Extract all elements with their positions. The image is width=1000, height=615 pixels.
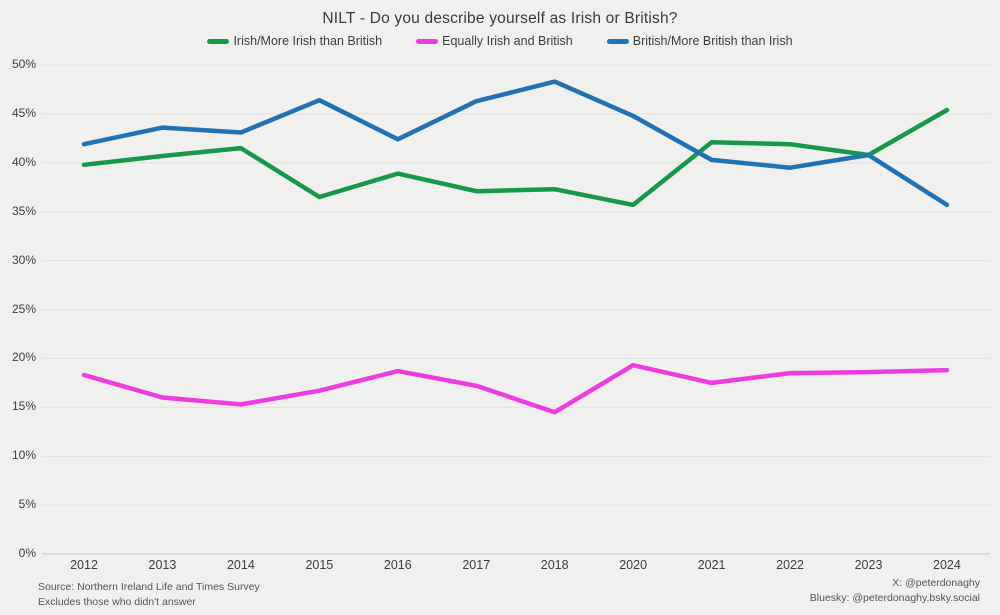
series-line-1: [81, 362, 950, 415]
x-axis-label: 2015: [305, 558, 334, 572]
y-axis-label: 25%: [11, 301, 36, 316]
legend-label: Irish/More Irish than British: [233, 34, 383, 48]
legend-item-0: Irish/More Irish than British: [207, 34, 382, 48]
x-axis-label: 2013: [148, 558, 177, 572]
x-axis-label: 2018: [540, 558, 569, 572]
legend-item-1: Equally Irish and British: [416, 34, 573, 48]
x-axis-label: 2014: [226, 558, 255, 572]
x-axis-label: 2020: [619, 558, 648, 572]
bluesky-handle: Bluesky: @peterdonaghy.bsky.social: [809, 592, 980, 604]
source-note: Source: Northern Ireland Life and Times …: [38, 580, 260, 610]
y-axis-label: 0%: [18, 546, 36, 560]
source-line: Source: Northern Ireland Life and Times …: [38, 581, 260, 593]
y-axis-label: 20%: [11, 350, 36, 365]
y-axis-label: 15%: [11, 399, 36, 414]
y-axis-label: 40%: [11, 154, 36, 169]
y-axis-label: 10%: [11, 448, 36, 463]
legend-label: Equally Irish and British: [442, 34, 573, 48]
x-handle: X: @peterdonaghy: [892, 577, 980, 589]
exclusion-note: Excludes those who didn't answer: [38, 596, 196, 608]
legend-item-2: British/More British than Irish: [606, 34, 793, 48]
x-axis-label: 2016: [383, 558, 412, 572]
x-axis-label: 2012: [70, 558, 98, 572]
legend-label: British/More British than Irish: [632, 34, 793, 48]
legend-swatch-icon: [207, 38, 230, 44]
series-line-2: [81, 79, 950, 208]
x-axis-label: 2023: [854, 558, 883, 572]
chart-title: NILT - Do you describe yourself as Irish…: [322, 10, 678, 27]
series-line-0: [81, 107, 950, 208]
y-axis-label: 5%: [18, 497, 36, 512]
x-axis-label: 2022: [776, 558, 804, 572]
y-axis-label: 45%: [11, 105, 36, 120]
y-axis-label: 30%: [11, 252, 36, 267]
chart-legend: Irish/More Irish than British Equally Iri…: [0, 34, 1000, 48]
author-social: X: @peterdonaghy Bluesky: @peterdonaghy.…: [810, 576, 980, 606]
y-axis-label: 50%: [11, 57, 36, 71]
x-axis-label: 2024: [933, 558, 961, 572]
x-axis-label: 2017: [462, 558, 491, 572]
legend-swatch-icon: [606, 38, 629, 44]
legend-swatch-icon: [416, 38, 439, 44]
x-axis-label: 2021: [697, 558, 726, 572]
y-axis-label: 35%: [11, 203, 36, 218]
